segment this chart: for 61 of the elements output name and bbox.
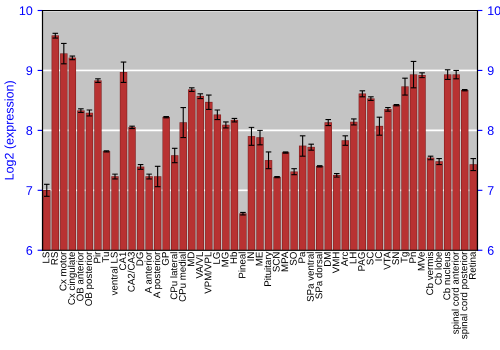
x-tick-label: ME	[256, 252, 263, 266]
x-tick-label: ventral LS	[110, 252, 118, 296]
x-tick-label: Pn	[409, 252, 416, 263]
x-tick-label: SC	[366, 252, 374, 265]
x-tick-label: MPA	[281, 252, 288, 272]
x-tick-label: Cx cingulate	[68, 252, 77, 305]
x-tick-label: SN	[392, 252, 400, 265]
x-tick-label: Arc	[341, 252, 348, 266]
y2-tick-label: 7	[488, 186, 494, 195]
x-tick-label: DG	[136, 252, 144, 266]
x-tick-label: MG	[222, 252, 228, 266]
x-tick-label: OB anterior	[76, 252, 84, 301]
x-tick-label: Tu	[102, 252, 110, 262]
x-tick-label: SO	[290, 252, 297, 266]
y2-tick-label: 9	[488, 66, 494, 76]
x-tick-label: VTA	[384, 252, 390, 270]
y2-tick-label: 8	[488, 126, 494, 136]
x-tick-label: IC	[375, 252, 382, 260]
y-tick-label: 10	[20, 6, 32, 16]
x-tick-label: SPa dorsal	[315, 252, 322, 299]
x-tick-label: Pa	[298, 252, 306, 263]
y2-tick-label: 6	[488, 246, 494, 255]
x-tick-label: Cx motor	[60, 252, 66, 291]
x-tick-label: DM	[324, 252, 331, 266]
x-tick-label: Cb lobe	[434, 252, 442, 285]
x-tick-label: OB posterior	[84, 252, 94, 306]
x-tick-label: VA/VL	[196, 252, 203, 278]
x-tick-label: VPM/VPL	[204, 252, 212, 294]
x-tick-label: LG	[213, 252, 220, 264]
y-axis-title: Log2 (expression)	[4, 81, 16, 180]
x-tick-label: LH	[350, 252, 356, 264]
x-tick-label: Retina	[468, 252, 476, 279]
x-tick-label: A anterior	[144, 252, 152, 294]
y-tick-label: 7	[26, 186, 32, 195]
x-tick-label: IN	[247, 252, 254, 260]
x-tick-label: CA2/CA3	[128, 252, 135, 292]
x-tick-label: Cb nucleus	[443, 252, 450, 300]
x-tick-label: SCN	[272, 252, 280, 272]
x-tick-label: spinal cord posterior	[460, 252, 470, 339]
x-tick-label: RS	[51, 252, 58, 264]
x-tick-label: A posterior	[153, 252, 162, 298]
y-tick-label: 8	[26, 126, 32, 136]
x-tick-label: Pituitary	[264, 252, 274, 286]
x-tick-label: GP	[162, 252, 169, 266]
x-tick-label: CA1	[119, 252, 126, 270]
x-tick-label: Pineal	[238, 252, 246, 278]
x-tick-label: MD	[188, 252, 194, 266]
x-tick-label: Hb	[230, 252, 238, 264]
x-tick-label: CPu medial	[178, 252, 186, 302]
x-tick-label: CPu lateral	[170, 252, 178, 300]
x-tick-label: Tg	[400, 252, 410, 263]
x-tick-label: VMH	[332, 252, 340, 274]
x-tick-label: Cb vermis	[426, 252, 434, 295]
y-tick-label: 6	[26, 246, 32, 255]
y-tick-label: 9	[26, 66, 32, 76]
x-tick-label: MVe	[418, 252, 425, 270]
x-tick-label: SPa ventral	[306, 252, 314, 302]
x-tick-label: Pir	[93, 252, 100, 263]
x-tick-label: PAG	[358, 252, 365, 271]
x-tick-label: LS	[42, 252, 50, 263]
x-tick-label: spinal cord anterior	[452, 252, 461, 334]
